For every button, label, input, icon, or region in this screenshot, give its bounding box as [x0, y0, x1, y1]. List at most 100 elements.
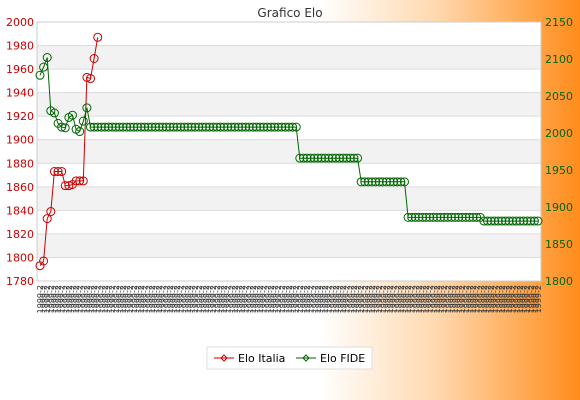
- grid-lines: [36, 21, 542, 282]
- x-tick-label: 1999-2: [534, 285, 543, 313]
- x-tick-label: 1999-2: [206, 285, 215, 313]
- left-tick-label: 1780: [6, 275, 34, 288]
- legend-marker-elo-fide: [302, 354, 310, 362]
- point-elo-fide: [410, 212, 420, 222]
- point-elo-fide: [374, 177, 384, 187]
- point-elo-fide: [313, 153, 323, 163]
- x-tick-label: 1999-2: [404, 285, 413, 313]
- point-elo-fide: [96, 122, 106, 132]
- point-elo-fide: [291, 122, 301, 132]
- x-tick-label: 1999-2: [505, 285, 514, 313]
- x-tick-label: 1999-2: [426, 285, 435, 313]
- point-elo-fide: [363, 177, 373, 187]
- x-tick-label: 1999-2: [379, 285, 388, 313]
- x-tick-label: 1999-2: [469, 285, 478, 313]
- x-tick-label: 1999-2: [115, 285, 124, 313]
- x-tick-label: 1999-2: [343, 285, 352, 313]
- x-tick-label: 1999-2: [159, 285, 168, 313]
- x-tick-label: 1999-2: [126, 285, 135, 313]
- x-tick-label: 1999-2: [213, 285, 222, 313]
- x-tick-label: 1999-2: [119, 285, 128, 313]
- point-elo-fide: [331, 153, 341, 163]
- plot-band: [37, 22, 541, 46]
- x-tick-label: 1999-2: [480, 285, 489, 313]
- point-elo-fide: [316, 153, 326, 163]
- point-elo-fide: [129, 122, 139, 132]
- x-tick-label: 1999-2: [40, 285, 49, 313]
- right-tick-label: 1950: [545, 164, 573, 177]
- x-tick-label: 1999-2: [328, 285, 337, 313]
- point-elo-fide: [57, 122, 67, 132]
- point-elo-fide: [526, 216, 536, 226]
- x-tick-label: 1999-2: [289, 285, 298, 313]
- x-axis: 1999-21999-21999-21999-21999-21999-21999…: [36, 285, 543, 313]
- right-tick-label: 2150: [545, 16, 573, 29]
- plot-band: [37, 45, 541, 70]
- point-elo-fide: [367, 177, 377, 187]
- point-elo-fide: [150, 122, 160, 132]
- legend-marker-elo-italia: [220, 354, 228, 362]
- left-tick-label: 1900: [6, 134, 34, 147]
- x-tick-label: 1999-2: [274, 285, 283, 313]
- point-elo-fide: [461, 212, 471, 222]
- point-elo-fide: [302, 153, 312, 163]
- x-tick-label: 1999-2: [509, 285, 518, 313]
- x-tick-label: 1999-2: [101, 285, 110, 313]
- x-tick-label: 1999-2: [216, 285, 225, 313]
- x-tick-label: 1999-2: [281, 285, 290, 313]
- x-tick-label: 1999-2: [83, 285, 92, 313]
- x-tick-label: 1999-2: [512, 285, 521, 313]
- point-elo-fide: [78, 116, 88, 126]
- point-elo-fide: [306, 153, 316, 163]
- x-tick-label: 1999-2: [123, 285, 132, 313]
- point-elo-fide: [342, 153, 352, 163]
- point-elo-fide: [371, 177, 381, 187]
- point-elo-fide: [418, 212, 428, 222]
- point-elo-italia: [46, 207, 56, 217]
- point-elo-fide: [241, 122, 251, 132]
- point-elo-fide: [132, 122, 142, 132]
- point-elo-fide: [479, 216, 489, 226]
- point-elo-fide: [230, 122, 240, 132]
- point-elo-fide: [284, 122, 294, 132]
- point-elo-fide: [443, 212, 453, 222]
- point-elo-fide: [107, 122, 117, 132]
- series-layer: [35, 32, 543, 271]
- point-elo-italia: [53, 167, 63, 177]
- point-elo-fide: [100, 122, 110, 132]
- x-tick-label: 1999-2: [47, 285, 56, 313]
- x-tick-label: 1999-2: [209, 285, 218, 313]
- x-tick-label: 1999-2: [458, 285, 467, 313]
- point-elo-fide: [414, 212, 424, 222]
- x-tick-label: 1999-2: [476, 285, 485, 313]
- point-elo-fide: [277, 122, 287, 132]
- point-elo-fide: [35, 70, 45, 80]
- point-elo-italia: [49, 167, 59, 177]
- x-tick-label: 1999-2: [76, 285, 85, 313]
- point-elo-fide: [111, 122, 121, 132]
- x-tick-label: 1999-2: [90, 285, 99, 313]
- x-tick-label: 1999-2: [368, 285, 377, 313]
- point-elo-fide: [464, 212, 474, 222]
- x-tick-label: 1999-2: [346, 285, 355, 313]
- legend-label-elo-italia: Elo Italia: [238, 352, 285, 365]
- point-elo-fide: [432, 212, 442, 222]
- point-elo-fide: [190, 122, 200, 132]
- point-elo-fide: [273, 122, 283, 132]
- x-tick-label: 1999-2: [65, 285, 74, 313]
- x-tick-label: 1999-2: [87, 285, 96, 313]
- x-tick-label: 1999-2: [299, 285, 308, 313]
- point-elo-fide: [399, 177, 409, 187]
- left-tick-label: 1960: [6, 63, 34, 76]
- point-elo-fide: [353, 153, 363, 163]
- point-elo-fide: [86, 122, 96, 132]
- x-tick-label: 1999-2: [227, 285, 236, 313]
- point-elo-fide: [403, 212, 413, 222]
- plot-band: [37, 69, 541, 93]
- point-elo-fide: [255, 122, 265, 132]
- x-tick-label: 1999-2: [238, 285, 247, 313]
- x-tick-label: 1999-2: [256, 285, 265, 313]
- point-elo-fide: [335, 153, 345, 163]
- x-tick-label: 1999-2: [473, 285, 482, 313]
- x-tick-label: 1999-2: [195, 285, 204, 313]
